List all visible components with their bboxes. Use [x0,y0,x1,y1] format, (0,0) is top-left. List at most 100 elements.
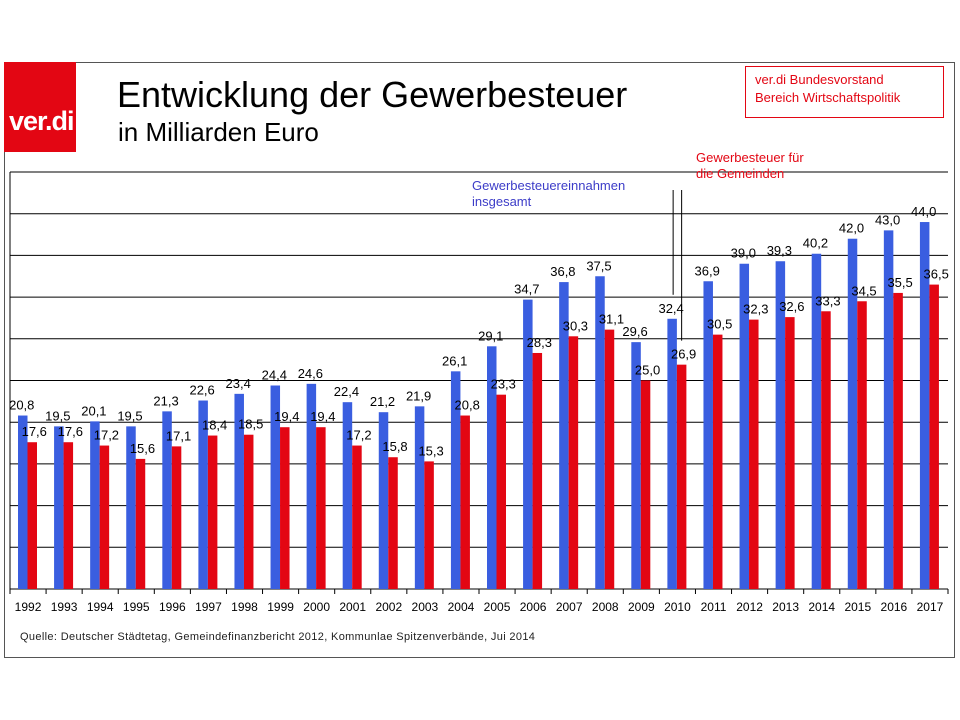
source-note: Quelle: Deutscher Städtetag, Gemeindefin… [20,631,536,643]
x-tick-label: 1999 [267,600,294,614]
annotation-gemeinden-line-2: die Gemeinden [696,166,785,181]
x-tick-label: 1994 [87,600,114,614]
verdi-logo: ver.di [4,62,76,152]
bar-gemeinden-2012 [749,319,759,589]
value-label-gemeinden: 18,4 [202,418,227,433]
value-label-gemeinden: 28,3 [527,335,552,350]
x-tick-label: 2000 [303,600,330,614]
x-tick-label: 1996 [159,600,186,614]
page-subtitle: in Milliarden Euro [118,117,319,147]
value-label-gemeinden: 32,3 [743,302,768,317]
value-label-insgesamt: 32,4 [658,301,683,316]
bar-insgesamt-2010 [667,318,677,589]
bar-insgesamt-2000 [306,383,317,589]
bar-insgesamt-2009 [631,342,641,589]
value-label-insgesamt: 42,0 [839,221,864,236]
x-tick-label: 2005 [484,600,511,614]
value-label-gemeinden: 15,3 [418,443,443,458]
bar-insgesamt-1994 [90,421,100,589]
x-tick-label: 2013 [772,600,799,614]
bar-gemeinden-1997 [207,435,218,589]
value-label-insgesamt: 21,3 [153,393,178,408]
x-tick-label: 2009 [628,600,655,614]
value-label-gemeinden: 18,5 [238,417,263,432]
bar-insgesamt-1999 [270,385,281,589]
bar-gemeinden-2006 [532,352,543,589]
value-label-gemeinden: 33,3 [815,293,840,308]
value-label-insgesamt: 29,6 [622,324,647,339]
x-tick-label: 2006 [520,600,547,614]
x-tick-label: 2017 [917,600,944,614]
value-label-insgesamt: 43,0 [875,212,900,227]
x-tick-label: 2007 [556,600,583,614]
bar-gemeinden-2004 [460,415,470,589]
value-label-gemeinden: 17,2 [94,428,119,443]
bar-gemeinden-2015 [857,301,867,589]
value-label-insgesamt: 37,5 [586,258,611,273]
x-tick-label: 2003 [412,600,439,614]
bar-insgesamt-1996 [162,411,172,589]
value-label-gemeinden: 31,1 [599,312,624,327]
x-tick-label: 2014 [808,600,835,614]
bar-gemeinden-2007 [568,336,579,589]
bar-gemeinden-1996 [171,446,182,589]
annotation-gemeinden: Gewerbesteuer für die Gemeinden [696,150,804,182]
bar-gemeinden-2010 [676,364,687,589]
bar-insgesamt-2011 [703,281,713,589]
x-tick-label: 2015 [844,600,871,614]
bar-gemeinden-1992 [27,442,37,589]
bar-insgesamt-2008 [595,276,605,589]
value-label-gemeinden: 30,5 [707,317,732,332]
value-label-insgesamt: 19,5 [117,408,142,423]
x-tick-label: 2016 [881,600,908,614]
bar-insgesamt-2004 [450,371,461,589]
value-label-gemeinden: 17,1 [166,428,191,443]
bar-insgesamt-1992 [18,415,28,589]
bar-insgesamt-2012 [739,263,750,589]
bar-insgesamt-2006 [523,299,533,589]
value-label-insgesamt: 24,6 [298,366,323,381]
bar-insgesamt-2001 [342,402,353,589]
value-label-gemeinden: 26,9 [671,347,696,362]
value-label-insgesamt: 22,6 [189,383,214,398]
value-label-insgesamt: 36,8 [550,264,575,279]
bar-gemeinden-1995 [135,458,146,589]
value-label-gemeinden: 30,3 [563,318,588,333]
bar-insgesamt-2003 [414,406,425,589]
x-tick-label: 2001 [339,600,366,614]
value-label-insgesamt: 21,2 [370,394,395,409]
page-title: Entwicklung der Gewerbesteuer [117,74,628,115]
value-label-insgesamt: 44,0 [911,204,936,219]
value-label-insgesamt: 21,9 [406,388,431,403]
bar-insgesamt-1997 [198,400,208,589]
org-line-1: ver.di Bundesvorstand [755,72,884,87]
bar-gemeinden-2011 [712,334,723,589]
bar-insgesamt-2005 [487,346,497,589]
bar-insgesamt-1995 [126,426,136,589]
bar-gemeinden-1993 [63,442,74,589]
value-label-insgesamt: 29,1 [478,328,503,343]
value-label-insgesamt: 22,4 [334,384,359,399]
value-label-gemeinden: 15,8 [382,439,407,454]
value-label-gemeinden: 34,5 [851,283,876,298]
bar-insgesamt-2007 [559,282,569,589]
value-label-insgesamt: 24,4 [262,368,287,383]
value-label-gemeinden: 17,6 [58,424,83,439]
bar-gemeinden-2008 [604,329,615,589]
value-label-insgesamt: 39,0 [731,246,756,261]
value-label-gemeinden: 32,6 [779,299,804,314]
bar-insgesamt-2014 [811,253,822,589]
x-tick-label: 2011 [701,600,727,614]
value-label-gemeinden: 15,6 [130,441,155,456]
bar-insgesamt-2017 [919,222,930,590]
bar-gemeinden-2002 [388,457,398,589]
value-label-gemeinden: 19,4 [274,409,299,424]
value-label-gemeinden: 17,6 [22,424,47,439]
bar-gemeinden-2000 [316,427,326,589]
annotation-insgesamt-line-1: Gewerbesteuereinnahmen [472,178,626,193]
value-label-insgesamt: 26,1 [442,353,467,368]
bar-gemeinden-2009 [640,380,651,589]
x-tick-label: 1997 [195,600,222,614]
value-label-insgesamt: 19,5 [45,408,70,423]
